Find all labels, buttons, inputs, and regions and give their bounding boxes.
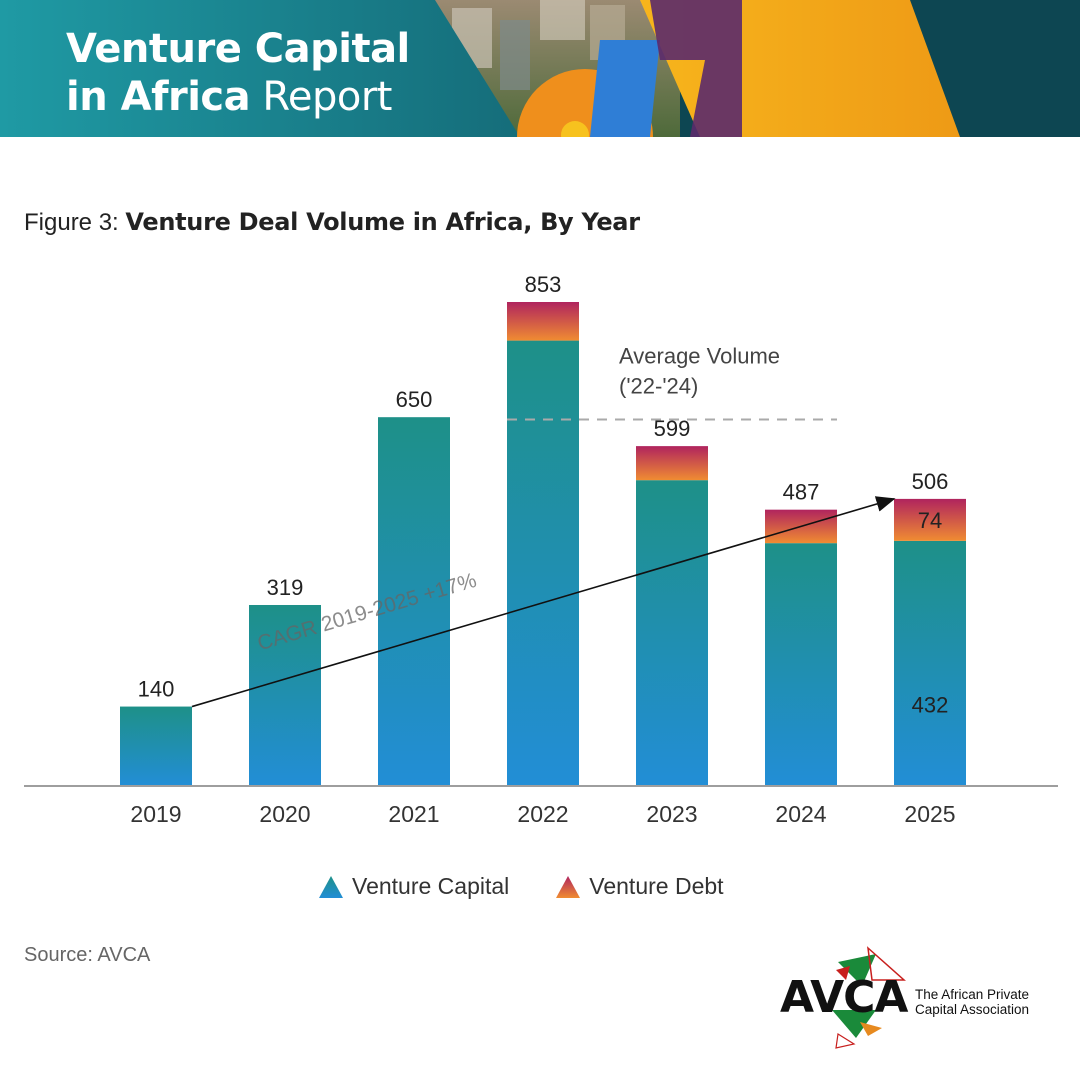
report-banner: Venture Capital in Africa Report (0, 0, 1080, 137)
bar-venture-capital-2021 (378, 417, 450, 786)
x-tick-2021: 2021 (388, 801, 439, 827)
banner-title-line1: Venture Capital (66, 26, 410, 72)
x-tick-2020: 2020 (259, 801, 310, 827)
bar-venture-capital-2019 (120, 706, 192, 786)
bar-venture-capital-2025 (894, 540, 966, 786)
cagr-trend-arrow (191, 496, 896, 708)
bar-venture-debt-2025 (894, 498, 966, 541)
deal-volume-chart: 1402019319202065020218532022599202348720… (24, 272, 1058, 827)
banner-title-line2: in Africa Report (66, 74, 392, 120)
legend-item-venture-debt: Venture Debt (555, 873, 724, 900)
figure-heading: Venture Deal Volume in Africa, By Year (125, 208, 640, 236)
x-tick-2025: 2025 (904, 801, 955, 827)
banner-title-light: Report (262, 74, 392, 120)
avca-tagline-line2: Capital Association (915, 1002, 1030, 1017)
purple-shape (650, 0, 742, 137)
source-note: Source: AVCA (24, 944, 151, 966)
bar-venture-capital-2023 (636, 480, 708, 786)
x-tick-2023: 2023 (646, 801, 697, 827)
total-label-2024: 487 (783, 480, 820, 505)
x-tick-2019: 2019 (130, 801, 181, 827)
total-label-2020: 319 (267, 575, 304, 600)
average-volume-label: Average Volume (619, 343, 780, 368)
legend-label-venture-capital: Venture Capital (352, 873, 510, 899)
chart-legend: Venture Capital Venture Debt (318, 873, 724, 900)
x-tick-2022: 2022 (517, 801, 568, 827)
bar-venture-capital-2020 (249, 604, 321, 786)
blue-shape (590, 40, 660, 137)
total-label-2022: 853 (525, 272, 562, 297)
legend-label-venture-debt: Venture Debt (589, 873, 724, 899)
x-tick-2024: 2024 (775, 801, 826, 827)
banner-title-bold: in Africa (66, 74, 251, 120)
total-label-2019: 140 (138, 677, 175, 702)
avca-logo: AVCA The African Private Capital Associa… (776, 940, 1056, 1050)
bar-venture-debt-2023 (636, 446, 708, 481)
total-label-2025: 506 (912, 469, 949, 494)
bar-venture-capital-2022 (507, 340, 579, 786)
bar-group: 1402019319202065020218532022599202348720… (120, 272, 966, 827)
figure-label: Figure 3: (24, 209, 119, 236)
total-label-2021: 650 (396, 387, 433, 412)
orange-triangle-icon (556, 875, 581, 898)
average-volume-period: ('22-'24) (619, 373, 698, 398)
figure-title: Figure 3: Venture Deal Volume in Africa,… (24, 208, 640, 237)
bar-venture-capital-2024 (765, 543, 837, 786)
inner-label-venture-capital: 432 (912, 692, 949, 717)
inner-label-venture-debt: 74 (918, 508, 942, 533)
bar-venture-debt-2022 (507, 302, 579, 341)
avca-wordmark: AVCA (780, 972, 908, 1023)
avca-tagline-line1: The African Private (915, 987, 1030, 1002)
avca-logo-mark (832, 946, 906, 1049)
teal-triangle-icon (319, 875, 343, 898)
legend-item-venture-capital: Venture Capital (318, 873, 509, 900)
banner-graphic (0, 0, 1080, 137)
